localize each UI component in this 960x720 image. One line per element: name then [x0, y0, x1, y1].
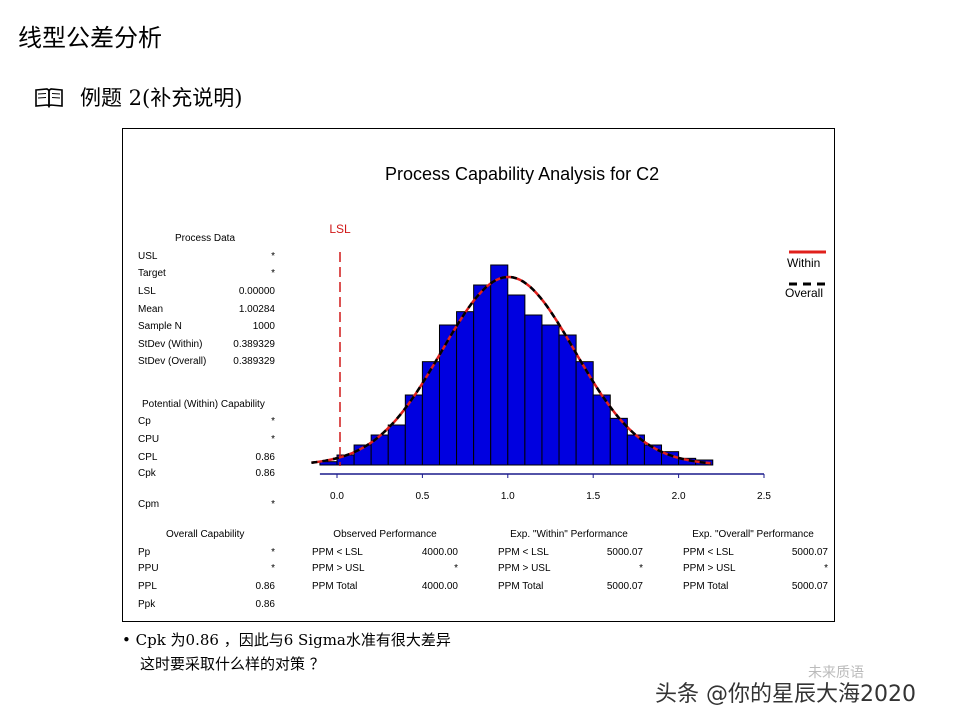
ew-label: PPM > USL: [498, 563, 551, 574]
pd-value: *: [271, 268, 275, 279]
pd-value: 0.00000: [238, 286, 275, 297]
pd-label: Mean: [138, 304, 164, 315]
pd-value: *: [271, 251, 275, 262]
exp-overall-header: Exp. "Overall" Performance: [692, 529, 814, 540]
wc-label: Cpm: [138, 499, 160, 510]
obs-label: PPM > USL: [312, 563, 365, 574]
wc-label: Cpk: [138, 468, 156, 479]
ew-label: PPM Total: [498, 581, 544, 592]
wc-value: *: [271, 416, 275, 427]
subtitle-text: 例题 2(补充说明): [80, 86, 243, 110]
observed-header: Observed Performance: [333, 529, 437, 540]
oc-label: Pp: [138, 547, 151, 558]
eo-label: PPM Total: [683, 581, 729, 592]
book-icon: [35, 88, 63, 108]
bullet-line-2: 这时要采取什么样的对策 ？: [140, 655, 325, 673]
obs-value: *: [454, 563, 458, 574]
subtitle: 例题 2(补充说明): [34, 82, 242, 112]
pd-value: 0.389329: [233, 356, 275, 367]
wc-value: *: [271, 499, 275, 510]
eo-value: *: [824, 563, 828, 574]
pd-label: Target: [138, 268, 166, 279]
oc-value: *: [271, 563, 275, 574]
bullet-line-1: • Cpk 为0.86 ，因此与6 Sigma水准有很大差异: [122, 631, 451, 649]
oc-value: *: [271, 547, 275, 558]
wc-label: Cp: [138, 416, 151, 427]
pd-value: 0.389329: [233, 339, 275, 350]
eo-label: PPM < LSL: [683, 547, 734, 558]
eo-value: 5000.07: [791, 547, 828, 558]
chart-title: Process Capability Analysis for C2: [385, 164, 660, 184]
page-title: 线型公差分析: [18, 24, 162, 52]
pd-label: LSL: [138, 286, 156, 297]
oc-label: Ppk: [138, 599, 156, 610]
ew-value: *: [639, 563, 643, 574]
obs-label: PPM Total: [312, 581, 358, 592]
bullet-text: • Cpk 为0.86 ，因此与6 Sigma水准有很大差异 这时要采取什么样的…: [122, 628, 451, 676]
wc-label: CPU: [138, 434, 160, 445]
obs-value: 4000.00: [421, 547, 458, 558]
wc-label: CPL: [138, 452, 158, 463]
watermark: 头条 @你的星辰大海2020: [655, 682, 916, 707]
ew-value: 5000.07: [606, 547, 643, 558]
oc-value: 0.86: [255, 581, 275, 592]
oc-value: 0.86: [255, 599, 275, 610]
wc-value: 0.86: [255, 468, 275, 479]
exp-within-header: Exp. "Within" Performance: [510, 529, 628, 540]
obs-label: PPM < LSL: [312, 547, 363, 558]
pd-label: Sample N: [138, 321, 182, 332]
ew-value: 5000.07: [606, 581, 643, 592]
pd-label: StDev (Within): [138, 339, 203, 350]
oc-label: PPL: [138, 581, 157, 592]
pd-label: USL: [138, 251, 158, 262]
wc-value: *: [271, 434, 275, 445]
ew-label: PPM < LSL: [498, 547, 549, 558]
oc-label: PPU: [138, 563, 159, 574]
obs-value: 4000.00: [421, 581, 458, 592]
pd-label: StDev (Overall): [138, 356, 207, 367]
eo-value: 5000.07: [791, 581, 828, 592]
pd-value: 1.00284: [238, 304, 275, 315]
pd-value: 1000: [252, 321, 275, 332]
wc-value: 0.86: [255, 452, 275, 463]
process-data-header: Process Data: [175, 233, 236, 244]
eo-label: PPM > USL: [683, 563, 736, 574]
watermark-brand: 未来质语: [808, 665, 864, 681]
overall-capability-header: Overall Capability: [166, 529, 245, 540]
within-capability-header: Potential (Within) Capability: [142, 399, 265, 410]
